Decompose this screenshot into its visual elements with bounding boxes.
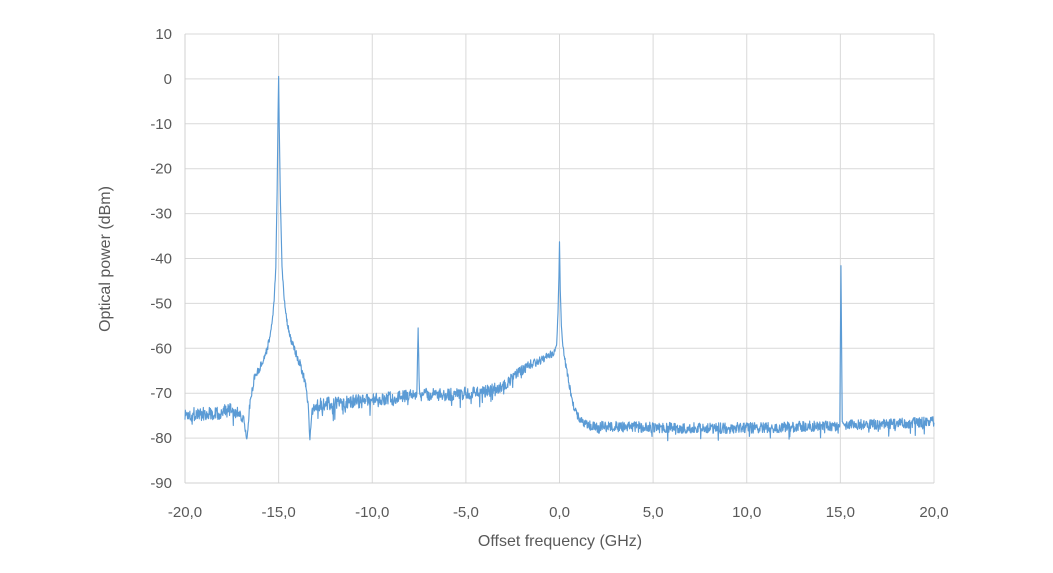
x-tick-label: 20,0 — [919, 504, 948, 521]
y-tick-label: 0 — [164, 71, 172, 88]
x-axis-title: Offset frequency (GHz) — [478, 533, 642, 550]
x-tick-label: -15,0 — [262, 504, 296, 521]
grid-layer — [184, 33, 935, 484]
x-tick-label: 15,0 — [826, 504, 855, 521]
y-tick-label: -90 — [150, 475, 172, 492]
x-tick-label: 0,0 — [549, 504, 570, 521]
x-tick-label: -20,0 — [168, 504, 202, 521]
y-tick-label: -50 — [150, 295, 172, 312]
x-tick-label: 5,0 — [643, 504, 664, 521]
y-axis-title: Optical power (dBm) — [97, 186, 114, 332]
y-tick-label: 10 — [155, 26, 172, 43]
y-tick-label: -20 — [150, 161, 172, 178]
y-tick-label: -30 — [150, 206, 172, 223]
tick-layer: -20,0 -15,0 -10,0 -5,0 0,0 5,0 10,0 15,0 20,0 10 0… — [150, 26, 948, 521]
x-tick-label: -10,0 — [355, 504, 389, 521]
trace-layer — [184, 75, 935, 442]
y-tick-label: -10 — [150, 116, 172, 133]
y-tick-label: -40 — [150, 251, 172, 268]
spectrum-trace — [184, 75, 935, 442]
y-tick-label: -60 — [150, 340, 172, 357]
y-tick-label: -80 — [150, 430, 172, 447]
x-tick-label: 10,0 — [732, 504, 761, 521]
y-tick-label: -70 — [150, 385, 172, 402]
x-tick-label: -5,0 — [453, 504, 479, 521]
